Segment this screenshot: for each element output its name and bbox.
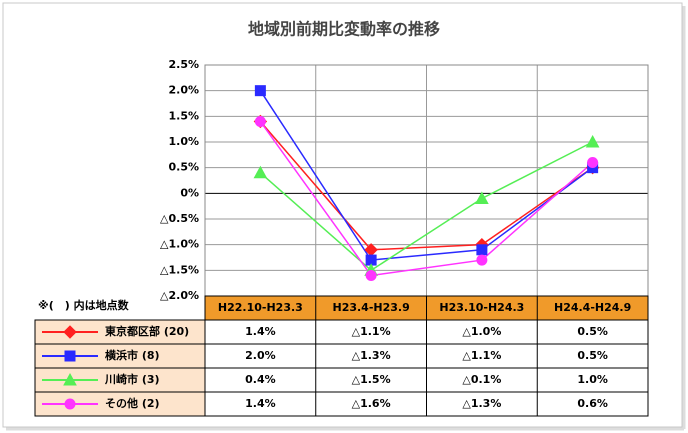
marker	[254, 85, 266, 97]
marker	[253, 165, 268, 179]
legend-cell	[34, 391, 206, 417]
y-tick-label: △0.5%	[160, 212, 199, 225]
data-label: 0.6%	[577, 397, 608, 410]
marker	[475, 191, 489, 204]
marker	[64, 398, 76, 410]
marker	[365, 269, 377, 281]
data-label: 1.4%	[245, 397, 276, 410]
data-label: △1.3%	[352, 349, 391, 362]
x-tick-label: H23.10-H24.3	[439, 301, 524, 314]
x-tick-label: H22.10-H23.3	[218, 301, 303, 314]
series-line	[259, 141, 593, 272]
data-label: 0.5%	[577, 325, 608, 338]
data-label: 0.4%	[245, 373, 276, 386]
x-tick-label: H24.4-H24.9	[554, 301, 631, 314]
data-label: △1.1%	[462, 349, 501, 362]
marker	[63, 325, 77, 339]
marker	[587, 157, 599, 169]
series-line	[259, 120, 594, 251]
marker	[476, 244, 488, 256]
data-label: △0.1%	[462, 373, 501, 386]
y-tick-label: 2.5%	[168, 58, 199, 71]
marker	[476, 254, 488, 266]
data-label: 1.0%	[577, 373, 608, 386]
data-label: △1.0%	[462, 325, 501, 338]
y-tick-label: 0%	[180, 186, 199, 199]
data-label: △1.3%	[462, 397, 501, 410]
data-label: 1.4%	[245, 325, 276, 338]
series-line	[259, 90, 594, 261]
legend-label: その他 (2)	[105, 396, 160, 410]
data-label: △1.1%	[352, 325, 391, 338]
marker	[254, 115, 266, 127]
legend-label: 東京都区部 (20)	[105, 324, 189, 338]
y-tick-label: △2.0%	[160, 289, 199, 302]
y-tick-label: 2.0%	[168, 84, 199, 97]
marker	[63, 372, 77, 386]
data-label: △1.6%	[352, 397, 391, 410]
note: ※( ) 内は地点数	[38, 298, 130, 312]
y-tick-label: △1.5%	[160, 263, 199, 276]
y-tick-label: 0.5%	[168, 161, 199, 174]
y-tick-label: 1.0%	[168, 135, 199, 148]
chart-title: 地域別前期比変動率の推移	[248, 20, 440, 39]
marker	[64, 350, 76, 362]
data-label: 0.5%	[577, 349, 608, 362]
data-label: △1.5%	[352, 373, 391, 386]
y-tick-label: △1.0%	[160, 238, 199, 251]
y-tick-label: 1.5%	[168, 109, 199, 122]
series-line	[259, 121, 594, 277]
data-label: 2.0%	[245, 349, 276, 362]
x-tick-label: H23.4-H23.9	[332, 301, 409, 314]
legend-label: 川崎市 (3)	[104, 372, 160, 386]
marker	[585, 134, 600, 148]
legend-label: 横浜市 (8)	[105, 348, 160, 362]
